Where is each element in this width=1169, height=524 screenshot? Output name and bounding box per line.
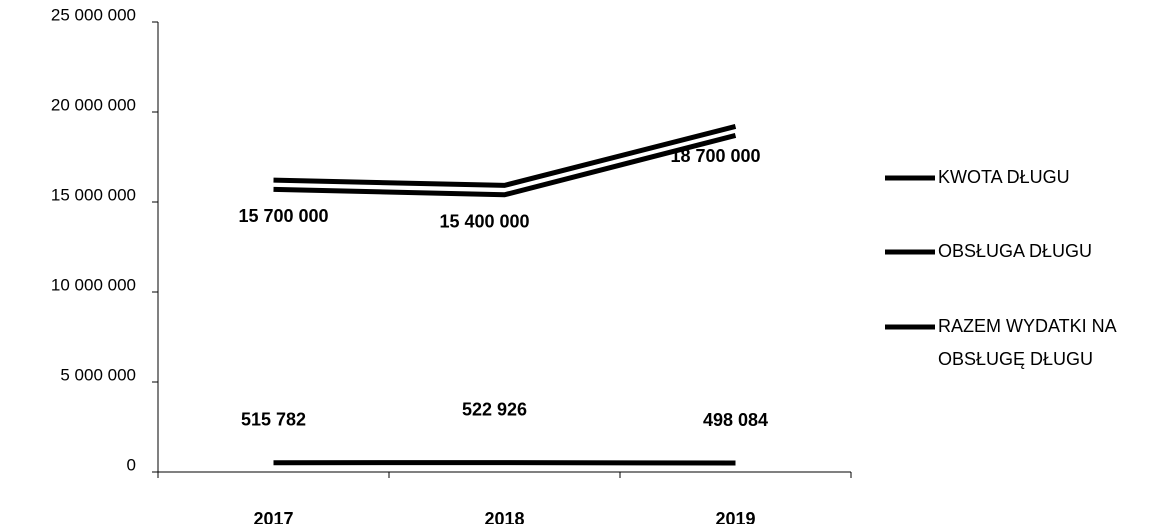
y-tick-label: 0: [127, 455, 136, 474]
y-tick-label: 10 000 000: [51, 275, 136, 294]
value-label: 522 926: [462, 399, 527, 419]
value-label: 15 700 000: [238, 206, 328, 226]
x-tick-label: 2018: [484, 509, 524, 524]
legend-label: KWOTA DŁUGU: [938, 167, 1070, 187]
value-label: 15 400 000: [439, 212, 529, 232]
y-tick-label: 25 000 000: [51, 5, 136, 24]
x-tick-label: 2019: [715, 509, 755, 524]
value-label: 515 782: [241, 409, 306, 429]
y-tick-label: 20 000 000: [51, 95, 136, 114]
y-tick-label: 15 000 000: [51, 185, 136, 204]
legend-label: RAZEM WYDATKI NA OBSŁUGĘ DŁUGU: [938, 316, 1116, 369]
value-label: 18 700 000: [670, 146, 760, 166]
y-tick-label: 5 000 000: [60, 365, 136, 384]
x-tick-label: 2017: [253, 509, 293, 524]
line: [273, 124, 737, 188]
value-label: 498 084: [703, 410, 768, 430]
legend-label: OBSŁUGA DŁUGU: [938, 241, 1093, 261]
line: [273, 132, 737, 198]
